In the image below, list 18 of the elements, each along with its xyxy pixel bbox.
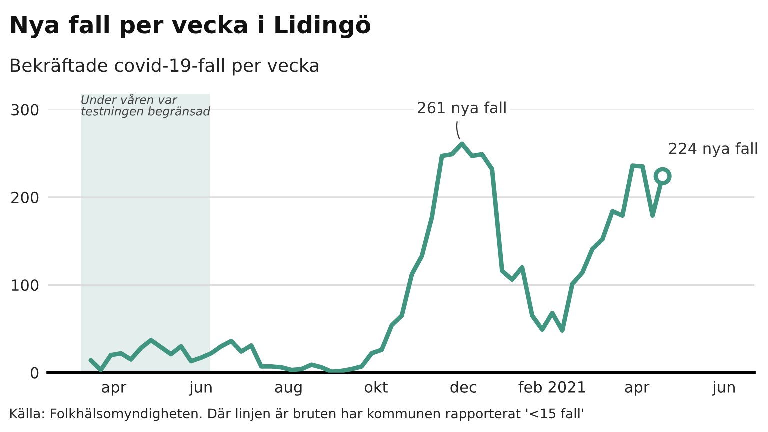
x-tick-label: aug: [275, 384, 302, 396]
x-tick-label: okt: [364, 381, 388, 393]
x-tick-label: jun: [189, 381, 212, 396]
y-tick-label: 100: [12, 280, 39, 292]
chart-subtitle: Bekräftade covid-19-fall per vecka: [10, 58, 318, 76]
text: Källa: Folkhälsomyndigheten. Där linjen är bruten har kommunen rapporterat '<15 fall': [10, 408, 584, 422]
annotation: 261 nya fall: [418, 102, 506, 117]
y-tick-label: 200: [12, 192, 39, 204]
annotation: 224 nya fall: [670, 142, 758, 158]
band-label: Under våren var testningen begränsad: [82, 94, 211, 118]
y-tick-label: 0: [30, 367, 39, 379]
x-tick-label: jun: [712, 381, 735, 396]
chart-title: Nya fall per vecka i Lidingö: [11, 15, 371, 38]
x-tick-label: dec: [450, 381, 476, 393]
x-tick-label: apr: [625, 384, 650, 396]
x-tick-label: feb 2021: [518, 381, 586, 393]
x-tick-label: apr: [102, 384, 127, 396]
y-tick-label: 300: [12, 104, 39, 116]
